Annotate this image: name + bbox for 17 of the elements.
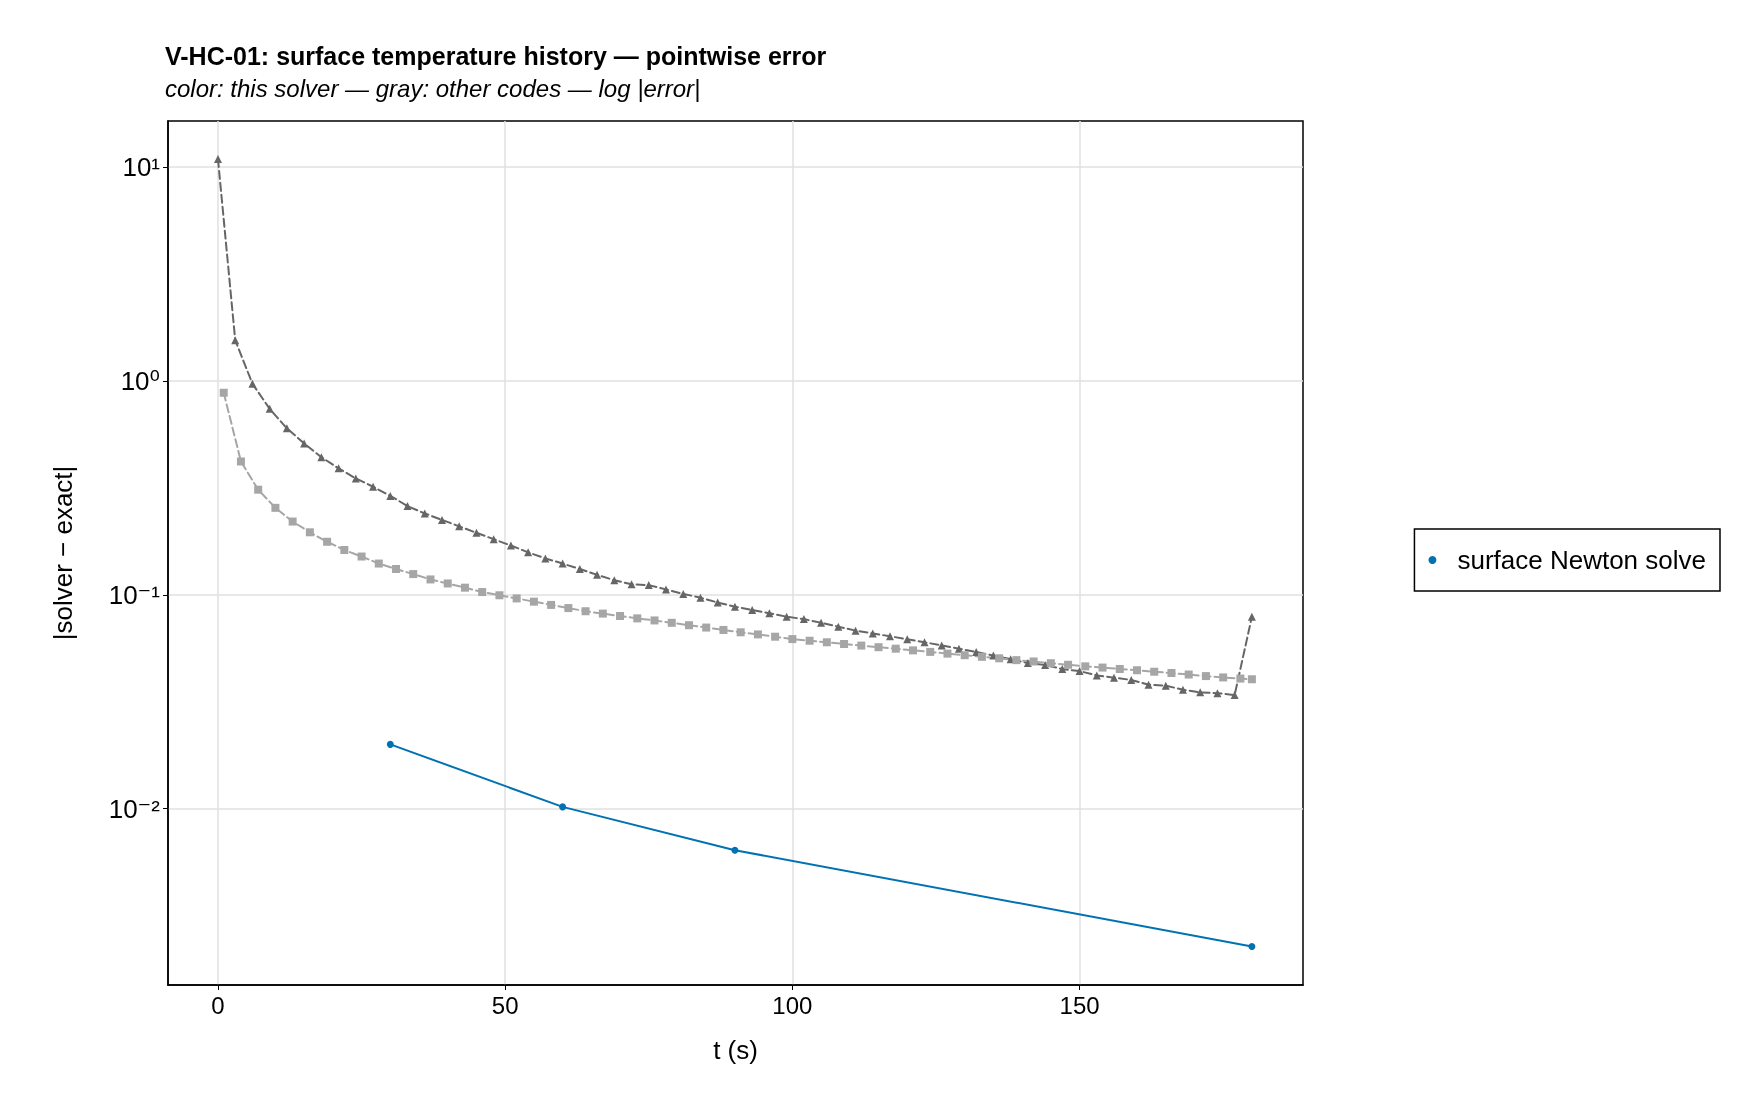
chart-subtitle: color: this solver — gray: other codes — log |error| bbox=[165, 74, 701, 102]
x-tick-label: 100 bbox=[772, 991, 813, 1019]
x-tick-label: 50 bbox=[491, 991, 519, 1019]
point bbox=[731, 846, 739, 854]
y-axis-title: |solver − exact| bbox=[48, 465, 78, 641]
y-tick-label: 10⁰ bbox=[120, 365, 160, 396]
x-tick-label: 0 bbox=[211, 991, 225, 1019]
x-tick-label: 150 bbox=[1059, 991, 1100, 1019]
y-tick-label: 10⁻² bbox=[108, 793, 161, 824]
point bbox=[1248, 943, 1256, 951]
legend-label: surface Newton solve bbox=[1457, 545, 1706, 575]
point bbox=[386, 740, 394, 748]
chart-title: V-HC-01: surface temperature history — pointwise error bbox=[165, 41, 827, 70]
y-tick-label: 10¹ bbox=[122, 151, 161, 182]
point bbox=[559, 803, 567, 811]
x-axis-title: t (s) bbox=[713, 1035, 758, 1065]
y-tick-label: 10⁻¹ bbox=[108, 579, 161, 610]
